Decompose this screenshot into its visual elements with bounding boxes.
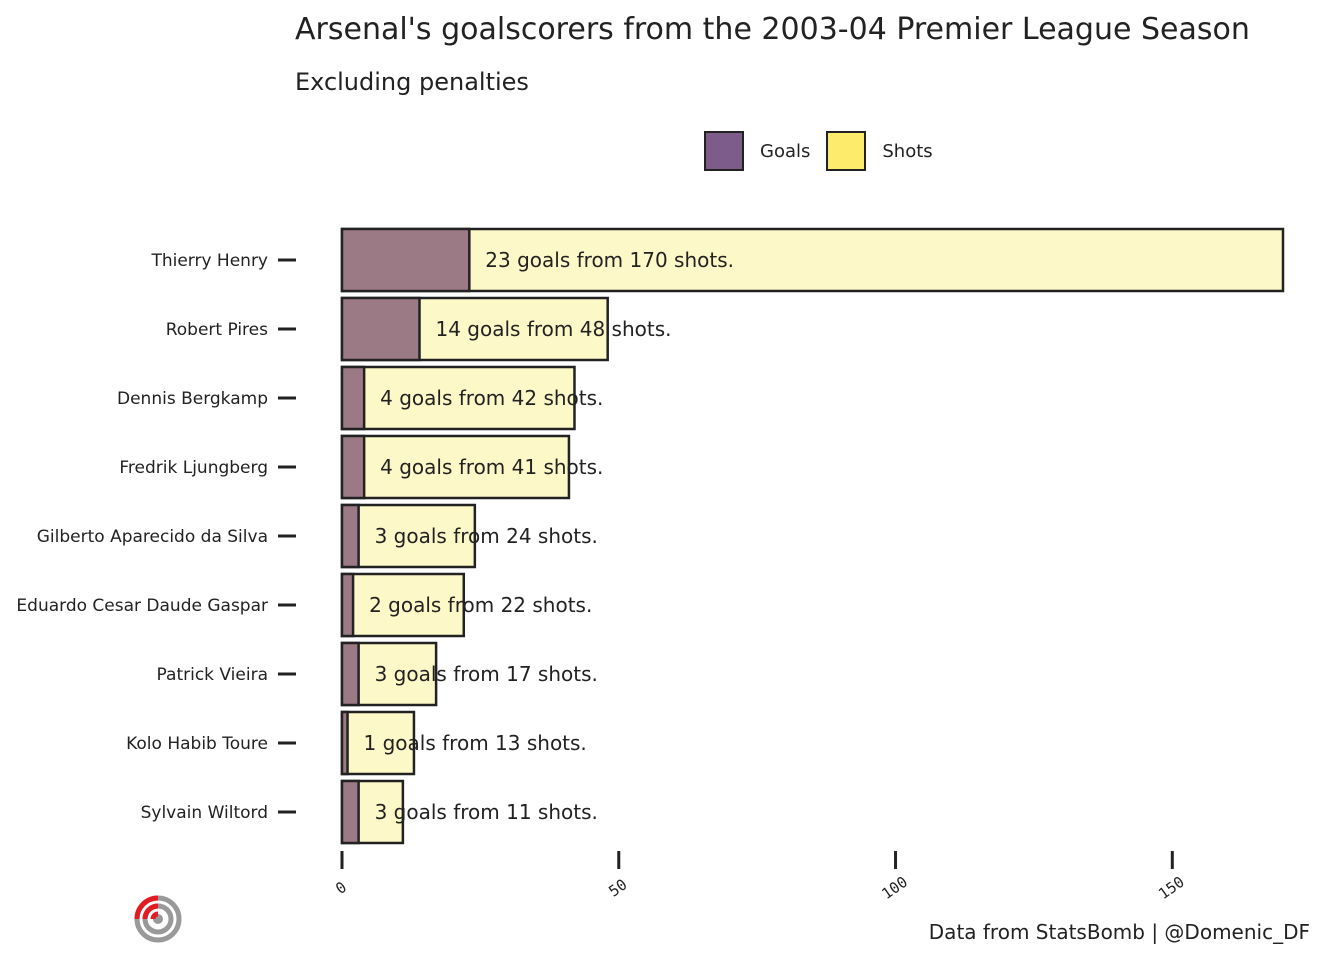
bar-annotation: 4 goals from 41 shots.: [380, 455, 603, 479]
chart-title: Arsenal's goalscorers from the 2003-04 P…: [295, 12, 1250, 47]
shots-bar: [340, 227, 1285, 293]
shots-bar: [340, 710, 416, 776]
legend-label-goals: Goals: [760, 140, 811, 162]
footer-credit: Data from StatsBomb | @Domenic_DF: [928, 920, 1310, 944]
legend-item-shots: Shots: [826, 131, 933, 171]
goals-bar: [340, 365, 366, 431]
goals-bar: [340, 572, 355, 638]
goals-bar: [340, 641, 360, 707]
y-tick-label: Fredrik Ljungberg: [119, 458, 268, 478]
x-tick-label: 50: [605, 875, 630, 900]
bar-annotation: 3 goals from 24 shots.: [375, 524, 598, 548]
y-tick-label: Eduardo Cesar Daude Gaspar: [16, 596, 268, 616]
shots-bar: [340, 365, 576, 431]
goals-bar: [340, 503, 360, 569]
legend: Goals Shots: [704, 131, 949, 171]
goals-bar: [340, 296, 421, 362]
goals-bar: [340, 227, 471, 293]
bar-annotation: 14 goals from 48 shots.: [435, 317, 671, 341]
bar-annotation: 3 goals from 11 shots.: [375, 800, 598, 824]
bar-annotation: 1 goals from 13 shots.: [364, 731, 587, 755]
goals-bar: [340, 434, 366, 500]
y-tick-label: Gilberto Aparecido da Silva: [37, 527, 268, 547]
shots-bar: [340, 434, 571, 500]
chart-subtitle: Excluding penalties: [295, 68, 529, 96]
y-tick-label: Robert Pires: [166, 320, 268, 340]
goals-bar: [340, 710, 349, 776]
y-tick-label: Dennis Bergkamp: [117, 389, 268, 409]
goals-bar: [340, 779, 360, 845]
bar-annotation: 23 goals from 170 shots.: [485, 248, 734, 272]
bar-annotation: 2 goals from 22 shots.: [369, 593, 592, 617]
legend-swatch-shots: [826, 131, 867, 171]
y-tick-label: Thierry Henry: [150, 251, 268, 271]
legend-item-goals: Goals: [704, 131, 810, 171]
y-tick-label: Sylvain Wiltord: [141, 803, 268, 823]
x-tick-label: 150: [1155, 873, 1188, 903]
shots-bar: [340, 503, 477, 569]
x-tick-label: 100: [878, 873, 911, 903]
shots-bar: [340, 572, 466, 638]
bar-annotation: 4 goals from 42 shots.: [380, 386, 603, 410]
y-tick-label: Kolo Habib Toure: [126, 734, 268, 754]
x-tick-label: 0: [332, 878, 350, 898]
legend-label-shots: Shots: [882, 140, 933, 162]
legend-swatch-goals: [704, 131, 744, 171]
y-tick-label: Patrick Vieira: [157, 665, 268, 685]
statsbomb-logo-icon: [134, 895, 182, 947]
bar-annotation: 3 goals from 17 shots.: [375, 662, 598, 686]
